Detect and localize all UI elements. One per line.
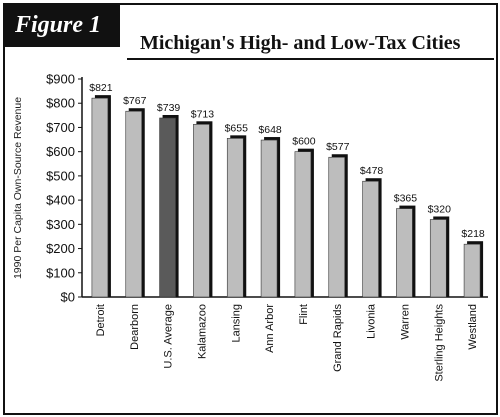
data-label: $739 (157, 102, 181, 114)
category-label: Detroit (95, 304, 107, 336)
bar-group: $767 Dearborn (123, 95, 147, 350)
category-label: Dearborn (129, 304, 141, 350)
y-tick-label: $100 (46, 265, 75, 280)
chart-title: Michigan's High- and Low-Tax Cities (140, 32, 461, 54)
bar (429, 219, 447, 298)
category-label: Sterling Heights (433, 304, 445, 382)
y-axis: $0 $100 $200 $300 $400 $500 $600 $700 $800 $900 (46, 72, 488, 305)
y-tick-label: $400 (46, 193, 75, 208)
bar (396, 208, 413, 298)
bar-group: $648 Ann Arbor (258, 124, 282, 353)
bar (260, 139, 278, 298)
bar (91, 97, 109, 298)
data-label: $821 (89, 82, 113, 94)
bar-group: $365 Warren (394, 193, 418, 340)
bar-group: $655 Lansing (225, 122, 249, 342)
bar-group: $577 Grand Rapids (326, 141, 350, 372)
bar-group: $713 Kalamazoo (191, 108, 215, 359)
figure-frame (3, 3, 498, 415)
bar-group: $218 Westland (461, 228, 485, 349)
bar (463, 243, 481, 298)
bar (159, 117, 176, 298)
y-tick-label: $800 (46, 96, 75, 111)
data-label: $600 (292, 136, 316, 148)
data-label: $767 (123, 95, 147, 107)
y-axis-label: 1990 Per Capita Own-Source Revenue (12, 97, 24, 279)
bar-group: $739 U.S. Average (157, 102, 181, 369)
bar (193, 123, 210, 298)
data-label: $648 (258, 124, 282, 136)
data-label: $320 (428, 203, 452, 215)
title-underline (127, 58, 494, 60)
category-label: Livonia (366, 303, 378, 339)
y-tick-label: $700 (46, 120, 75, 135)
category-label: Kalamazoo (196, 304, 208, 359)
category-label: U.S. Average (163, 304, 175, 369)
y-tick-label: $0 (61, 290, 75, 305)
data-label: $577 (326, 141, 350, 153)
figure-label: Figure 1 (3, 3, 120, 47)
category-label: Flint (298, 304, 310, 325)
y-tick-label: $900 (46, 72, 75, 87)
y-tick-label: $200 (46, 241, 75, 256)
data-label: $365 (394, 193, 418, 205)
y-tick-label: $300 (46, 217, 75, 232)
y-tick-label: $500 (46, 168, 75, 183)
y-tick-label: $600 (46, 144, 75, 159)
bar-group: $478 Livonia (360, 165, 384, 339)
bar (362, 180, 379, 298)
bar (226, 138, 244, 298)
category-label: Warren (399, 304, 411, 340)
bar-group: $821 Detroit (89, 82, 113, 336)
category-label: Lansing (230, 304, 242, 343)
bar (328, 156, 346, 298)
data-label: $713 (191, 108, 215, 120)
bar (294, 151, 312, 298)
data-label: $655 (225, 122, 249, 134)
category-label: Grand Rapids (332, 304, 344, 372)
category-label: Westland (467, 304, 479, 350)
bar-group: $600 Flint (292, 136, 316, 325)
data-label: $218 (461, 228, 485, 240)
bar (125, 110, 143, 298)
category-label: Ann Arbor (264, 304, 276, 353)
bar-group: $320 Sterling Heights (428, 203, 452, 381)
data-label: $478 (360, 165, 384, 177)
